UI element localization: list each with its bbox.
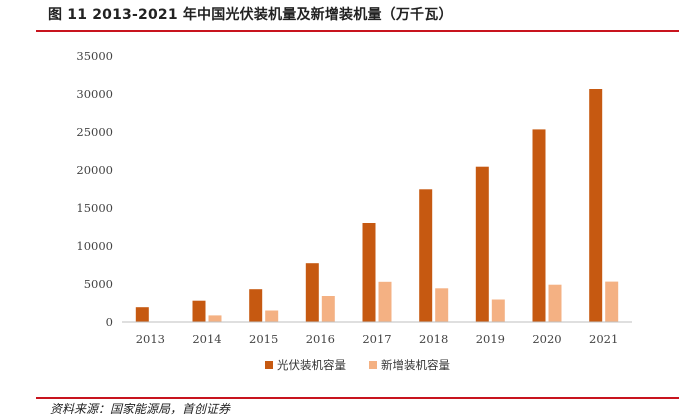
x-axis: 2013 2014 2015 2016 2017 2018 2019 2020 2021 [136, 332, 619, 346]
bar-new-2021 [605, 281, 619, 322]
legend-label: 新增装机容量 [381, 358, 450, 372]
legend-label: 光伏装机容量 [277, 358, 346, 372]
legend: 光伏装机容量 新增装机容量 [265, 358, 450, 372]
x-tick-label: 2018 [419, 332, 448, 346]
x-tick-label: 2021 [589, 332, 618, 346]
bar-cumulative-2020 [532, 129, 546, 322]
legend-swatch [265, 361, 273, 369]
legend-swatch [369, 361, 377, 369]
bars-group [135, 89, 619, 322]
bar-new-2019 [491, 299, 505, 322]
bar-cumulative-2014 [192, 300, 206, 322]
bar-new-2014 [208, 315, 222, 322]
y-tick-label: 10000 [76, 239, 113, 253]
x-tick-label: 2019 [476, 332, 505, 346]
bar-cumulative-2013 [135, 307, 149, 322]
bar-cumulative-2019 [475, 166, 489, 322]
bar-cumulative-2015 [249, 289, 263, 322]
x-tick-label: 2017 [362, 332, 391, 346]
y-tick-label: 0 [106, 315, 113, 329]
x-tick-label: 2016 [306, 332, 335, 346]
bar-cumulative-2021 [589, 89, 603, 322]
bar-cumulative-2016 [305, 263, 319, 322]
title-divider [36, 30, 679, 32]
y-tick-label: 15000 [76, 201, 113, 215]
source-note: 资料来源：国家能源局，首创证券 [50, 402, 231, 416]
x-tick-label: 2015 [249, 332, 278, 346]
bar-new-2018 [435, 288, 449, 322]
y-tick-label: 35000 [76, 49, 113, 63]
y-axis: 0 5000 10000 15000 20000 25000 30000 35000 [76, 49, 113, 329]
bar-cumulative-2017 [362, 223, 376, 322]
source-divider [36, 397, 679, 399]
x-tick-label: 2014 [192, 332, 221, 346]
figure-title: 图 11 2013-2021 年中国光伏装机量及新增装机量（万千瓦） [48, 7, 453, 23]
y-tick-label: 20000 [76, 163, 113, 177]
x-tick-label: 2020 [532, 332, 561, 346]
bar-new-2017 [378, 281, 392, 322]
bar-new-2020 [548, 284, 562, 322]
x-tick-label: 2013 [136, 332, 165, 346]
bar-new-2015 [265, 310, 279, 322]
bar-cumulative-2018 [419, 189, 433, 322]
y-tick-label: 5000 [84, 277, 113, 291]
y-tick-label: 25000 [76, 125, 113, 139]
y-tick-label: 30000 [76, 87, 113, 101]
bar-new-2016 [321, 296, 335, 322]
